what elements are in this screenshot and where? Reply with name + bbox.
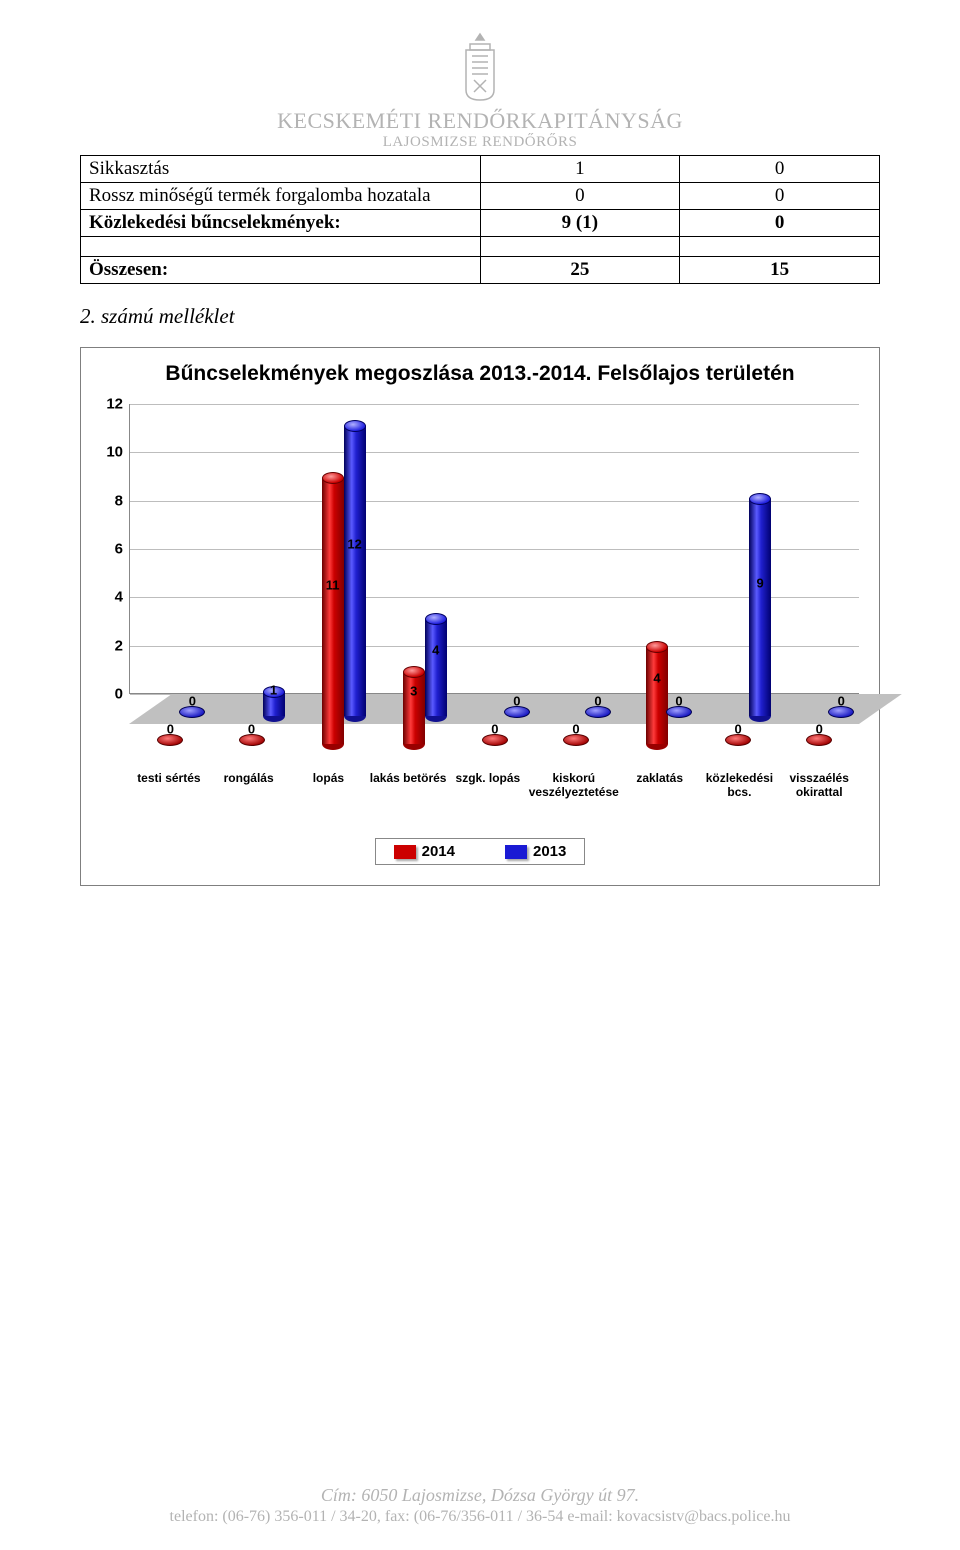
category-label: visszaélés okirattal [779, 770, 859, 824]
table-row-c1: 9 (1) [480, 210, 680, 237]
category-label: közlekedési bcs. [700, 770, 780, 824]
category-label: kiskorú veszélyeztetése [528, 770, 620, 824]
chart-title: Bűncselekmények megoszlása 2013.-2014. F… [91, 362, 869, 386]
y-tick: 10 [106, 444, 123, 461]
bar-disc [504, 706, 530, 718]
y-tick: 6 [115, 541, 123, 558]
chart-area: 024681012 00000000000111234491 testi sér… [101, 404, 859, 824]
category-label: rongálás [209, 770, 289, 824]
bar-cylinder [749, 493, 771, 723]
bar-disc [666, 706, 692, 718]
header-line2: LAJOSMIZSE RENDŐRŐRS [80, 134, 880, 151]
chart-frame: Bűncselekmények megoszlása 2013.-2014. F… [80, 347, 880, 886]
bar-disc [482, 734, 508, 746]
table-total-c2: 15 [680, 257, 880, 284]
appendix-label: 2. számú melléklet [80, 304, 880, 329]
crime-table: Sikkasztás 1 0Rossz minőségű termék forg… [80, 155, 880, 284]
table-row-label: Rossz minőségű termék forgalomba hozatal… [81, 183, 481, 210]
table-row-c2: 0 [680, 183, 880, 210]
bar-disc [239, 734, 265, 746]
table-row-c2: 0 [680, 156, 880, 183]
legend-2013: 2013 [505, 843, 566, 860]
bar-cylinder [344, 420, 366, 722]
bar-disc [563, 734, 589, 746]
bar-cylinder [263, 686, 285, 722]
category-label: zaklatás [620, 770, 700, 824]
y-tick: 8 [115, 492, 123, 509]
category-label: lakás betörés [368, 770, 448, 824]
table-total-label: Összesen: [81, 257, 481, 284]
page-footer: Cím: 6050 Lajosmizse, Dózsa György út 97… [0, 1485, 960, 1526]
crest-icon [452, 30, 508, 102]
y-tick: 12 [106, 396, 123, 413]
table-total-c1: 25 [480, 257, 680, 284]
legend-label-2014: 2014 [422, 843, 455, 860]
table-row-label: Közlekedési bűncselekmények: [81, 210, 481, 237]
bar-disc [725, 734, 751, 746]
footer-line1: Cím: 6050 Lajosmizse, Dózsa György út 97… [0, 1485, 960, 1506]
bar-cylinder [403, 666, 425, 751]
legend-2014: 2014 [394, 843, 455, 860]
header-line1: KECSKEMÉTI RENDŐRKAPITÁNYSÁG [80, 108, 880, 134]
bar-disc [585, 706, 611, 718]
bar-cylinder [322, 472, 344, 750]
legend-label-2013: 2013 [533, 843, 566, 860]
legend-swatch-red [394, 845, 416, 859]
y-tick: 2 [115, 637, 123, 654]
category-label: szgk. lopás [448, 770, 528, 824]
table-row-c1: 0 [480, 183, 680, 210]
y-tick: 4 [115, 589, 123, 606]
category-label: testi sértés [129, 770, 209, 824]
legend-swatch-blue [505, 845, 527, 859]
table-row-c1: 1 [480, 156, 680, 183]
chart-legend: 2014 2013 [375, 838, 585, 865]
bar-cylinder [425, 613, 447, 722]
bar-cylinder [646, 641, 668, 750]
y-tick: 0 [115, 686, 123, 703]
table-row-c2: 0 [680, 210, 880, 237]
category-label: lopás [289, 770, 369, 824]
table-row-label: Sikkasztás [81, 156, 481, 183]
footer-line2: telefon: (06-76) 356-011 / 34-20, fax: (… [0, 1508, 960, 1526]
